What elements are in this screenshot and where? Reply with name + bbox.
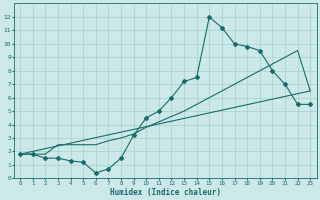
X-axis label: Humidex (Indice chaleur): Humidex (Indice chaleur) xyxy=(110,188,220,197)
